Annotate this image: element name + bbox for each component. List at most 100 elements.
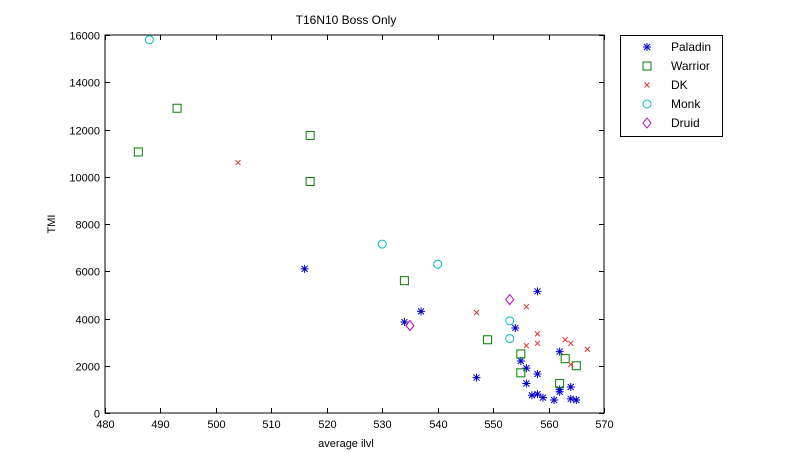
data-point-monk-shape — [505, 334, 515, 344]
y-tick-label: 10000 — [69, 173, 100, 185]
data-point-paladin-shape — [533, 287, 542, 296]
data-point-warrior-shape — [172, 103, 182, 113]
data-point-monk-shape — [377, 239, 387, 249]
data-point-paladin — [417, 307, 426, 316]
data-point-dk — [562, 336, 569, 343]
data-point-monk — [433, 259, 443, 269]
legend-marker-druid-shape — [642, 117, 652, 129]
data-point-paladin-shape — [522, 364, 531, 373]
data-point-warrior-shape — [516, 368, 526, 378]
data-point-paladin-shape — [417, 307, 426, 316]
data-point-dk — [473, 309, 480, 316]
data-point-druid — [505, 293, 515, 306]
data-point-dk-shape — [473, 309, 480, 316]
data-point-paladin — [400, 318, 409, 327]
data-point-paladin — [527, 391, 536, 400]
data-point-dk-shape — [567, 340, 574, 347]
data-point-dk — [534, 340, 541, 347]
y-tick-label: 8000 — [76, 220, 100, 232]
data-point-paladin-shape — [555, 387, 564, 396]
data-point-paladin-shape — [527, 391, 536, 400]
data-point-dk-shape — [235, 159, 241, 166]
data-point-warrior — [516, 349, 526, 359]
data-point-monk — [144, 35, 154, 45]
x-tick-label: 570 — [595, 419, 613, 431]
data-point-monk — [505, 334, 515, 344]
data-point-monk-shape — [505, 316, 515, 326]
data-point-paladin-shape — [400, 318, 409, 327]
data-point-paladin — [566, 394, 575, 403]
data-point-paladin-shape — [566, 383, 575, 392]
data-point-paladin — [522, 379, 531, 388]
data-point-dk-shape — [523, 303, 530, 310]
x-tick-label: 500 — [207, 419, 225, 431]
legend-marker-paladin — [643, 43, 651, 51]
data-point-warrior — [483, 335, 493, 345]
x-tick-label: 480 — [96, 419, 114, 431]
data-point-warrior — [172, 103, 182, 113]
data-point-paladin — [533, 370, 542, 379]
data-point-paladin — [522, 364, 531, 373]
y-tick-label: 16000 — [69, 31, 100, 43]
data-point-paladin — [555, 387, 564, 396]
data-point-monk — [505, 316, 515, 326]
legend-label-druid: Druid — [671, 116, 700, 130]
axes: 480 490 500 510 520 530 540 550 560 570 0 2000 4000 6… — [69, 31, 613, 432]
legend-label-monk: Monk — [671, 97, 701, 111]
data-point-warrior — [399, 276, 409, 286]
y-tick-label: 4000 — [76, 315, 100, 327]
data-point-dk-shape — [534, 340, 541, 347]
data-point-druid — [405, 319, 415, 332]
legend-marker-monk-shape — [642, 99, 652, 109]
legend: Paladin Warrior DK Monk Druid — [620, 35, 723, 137]
data-point-warrior — [555, 378, 565, 388]
data-point-paladin — [300, 264, 309, 273]
data-point-paladin-shape — [550, 396, 559, 405]
data-point-dk — [523, 303, 530, 310]
data-point-warrior-shape — [305, 176, 315, 186]
data-point-warrior — [560, 354, 570, 364]
data-point-dk — [584, 346, 591, 353]
legend-marker-dk — [644, 82, 650, 88]
y-tick-label: 12000 — [69, 126, 100, 138]
data-point-dk — [523, 342, 530, 349]
data-point-paladin-shape — [511, 323, 520, 332]
data-point-paladin — [539, 393, 548, 402]
data-point-paladin-shape — [516, 357, 525, 366]
data-point-warrior-shape — [399, 276, 409, 286]
chart-title: T16N10 Boss Only — [296, 13, 397, 27]
data-point-dk-shape — [562, 336, 569, 343]
data-point-dk-shape — [534, 331, 541, 337]
data-point-paladin — [511, 323, 520, 332]
data-point-warrior-shape — [555, 378, 565, 388]
x-tick-label: 530 — [373, 419, 391, 431]
data-point-paladin — [550, 396, 559, 405]
legend-marker-monk — [642, 99, 652, 109]
data-point-paladin-shape — [539, 393, 548, 402]
legend-marker-dk-shape — [644, 82, 650, 88]
y-axis-label: TMI — [46, 215, 58, 234]
legend-label-paladin: Paladin — [671, 40, 711, 54]
data-point-dk-shape — [523, 342, 530, 349]
data-point-warrior-shape — [516, 349, 526, 359]
data-point-paladin — [516, 357, 525, 366]
data-point-dk — [567, 340, 574, 347]
data-point-paladin — [555, 347, 564, 356]
x-tick-label: 520 — [318, 419, 336, 431]
x-tick-label: 490 — [151, 419, 169, 431]
legend-marker-druid — [642, 117, 652, 129]
data-point-monk-shape — [433, 259, 443, 269]
legend-label-warrior: Warrior — [671, 59, 710, 73]
y-tick-label: 0 — [94, 409, 100, 421]
legend-marker-paladin-shape — [643, 43, 651, 51]
data-point-paladin-shape — [572, 396, 581, 405]
y-tick-label: 6000 — [76, 267, 100, 279]
data-point-paladin — [533, 287, 542, 296]
data-point-paladin-shape — [533, 370, 542, 379]
data-point-dk-shape — [567, 361, 574, 368]
data-point-dk — [534, 331, 541, 337]
legend-marker-warrior-shape — [642, 61, 652, 71]
legend-box — [620, 35, 723, 137]
